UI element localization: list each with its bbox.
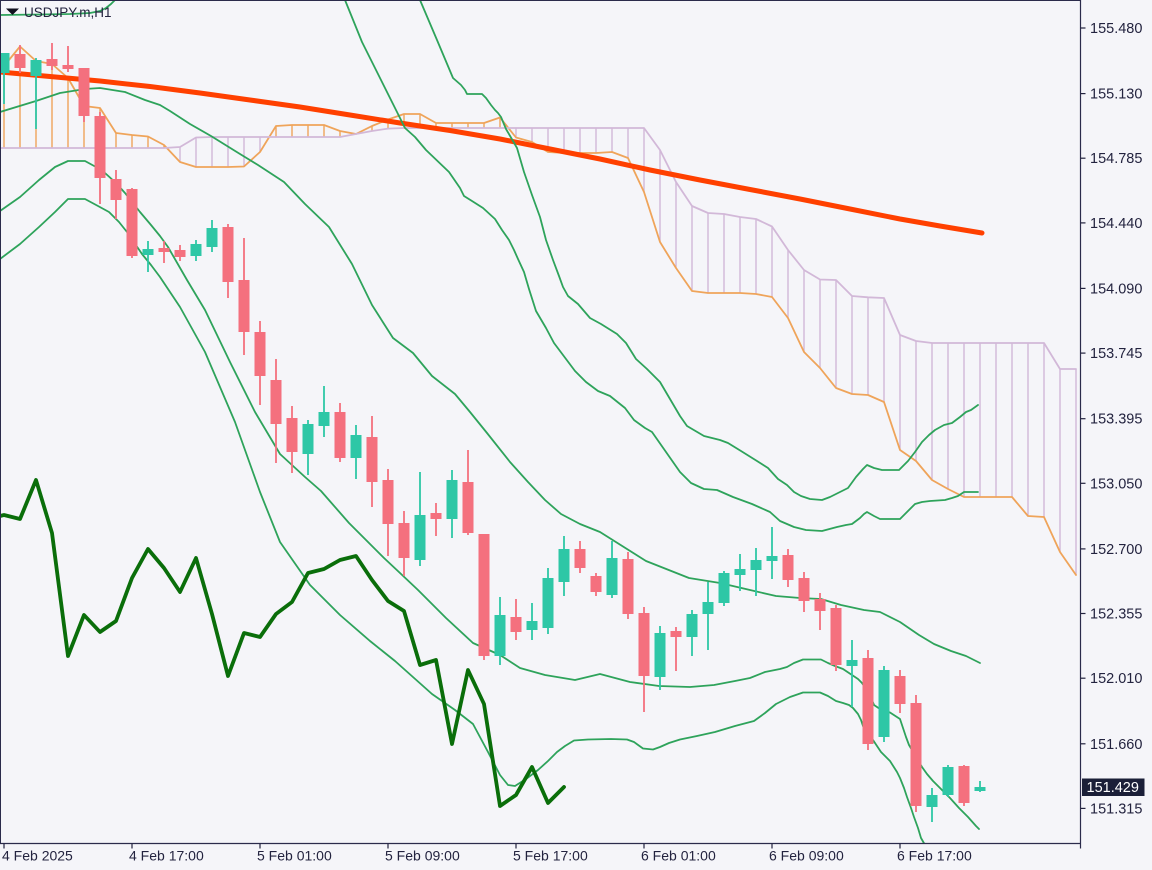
svg-text:6 Feb 01:00: 6 Feb 01:00 [641,848,716,864]
svg-text:153.050: 153.050 [1090,476,1142,492]
svg-text:5 Feb 09:00: 5 Feb 09:00 [385,848,460,864]
svg-text:152.700: 152.700 [1090,542,1142,558]
svg-text:152.355: 152.355 [1090,607,1142,623]
svg-text:4 Feb 2025: 4 Feb 2025 [2,848,73,864]
svg-text:USDJPY.m,H1: USDJPY.m,H1 [24,5,112,20]
svg-text:151.429: 151.429 [1087,780,1139,796]
svg-text:6 Feb 17:00: 6 Feb 17:00 [897,848,972,864]
svg-text:154.785: 154.785 [1090,151,1142,167]
svg-text:155.130: 155.130 [1090,87,1142,103]
svg-text:5 Feb 01:00: 5 Feb 01:00 [257,848,332,864]
svg-text:151.315: 151.315 [1090,801,1142,817]
svg-text:4 Feb 17:00: 4 Feb 17:00 [129,848,204,864]
svg-text:151.660: 151.660 [1090,737,1142,753]
svg-text:154.090: 154.090 [1090,281,1142,297]
svg-text:153.395: 153.395 [1090,412,1142,428]
svg-text:155.480: 155.480 [1090,21,1142,37]
svg-text:154.440: 154.440 [1090,216,1142,232]
svg-text:6 Feb 09:00: 6 Feb 09:00 [769,848,844,864]
svg-text:153.745: 153.745 [1090,346,1142,362]
svg-text:152.010: 152.010 [1090,671,1142,687]
svg-text:5 Feb 17:00: 5 Feb 17:00 [513,848,588,864]
